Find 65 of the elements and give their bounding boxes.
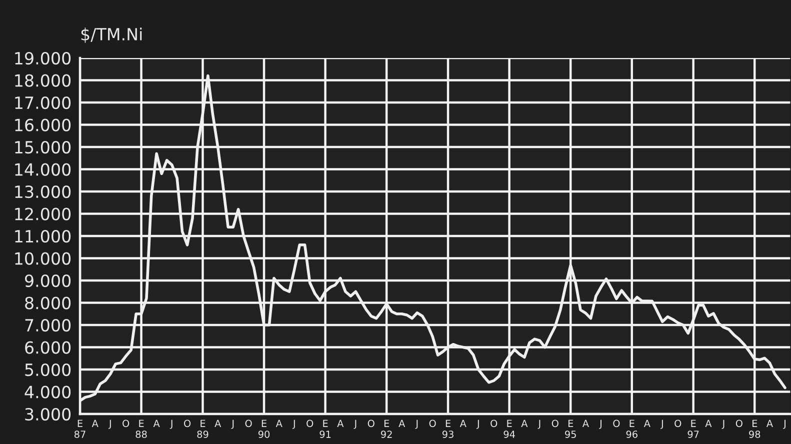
x-tick-label: O	[736, 420, 742, 428]
x-tick-label: A	[766, 420, 773, 427]
x-tick-label: A	[644, 420, 650, 427]
x-tick-label: J	[660, 420, 663, 429]
y-tick-label: 6.000	[25, 341, 71, 354]
x-tick-label: J	[783, 420, 786, 429]
y-tick-label: 18.000	[15, 74, 71, 87]
x-tick-label: O	[552, 420, 558, 428]
x-tick-label: O	[122, 420, 130, 428]
y-tick-label: 4.000	[24, 386, 71, 398]
x-tick-label: J	[538, 420, 540, 429]
x-tick-label: A	[337, 420, 344, 427]
x-tick-label: E 88	[136, 420, 147, 438]
x-tick-label: J	[722, 420, 724, 429]
y-tick-label: 19.000	[15, 52, 71, 65]
x-tick-label: E 91	[320, 420, 331, 438]
x-tick-label: O	[306, 420, 314, 428]
x-tick-label: O	[613, 420, 620, 428]
x-tick-label: E 97	[688, 420, 699, 438]
x-tick-label: J	[292, 420, 295, 429]
x-tick-label: E 94	[504, 420, 515, 438]
x-tick-label: A	[521, 420, 528, 427]
x-tick-label: E 93	[442, 420, 454, 438]
y-tick-label: 11.000	[15, 230, 71, 243]
y-tick-label: 7.000	[25, 318, 71, 332]
y-tick-label: 9.000	[25, 274, 71, 288]
x-tick-label: A	[276, 420, 282, 427]
x-tick-label: O	[368, 420, 374, 428]
x-tick-label: A	[92, 420, 98, 427]
x-tick-label: O	[429, 420, 436, 428]
x-tick-label: O	[490, 420, 498, 428]
y-tick-label: 12.000	[15, 208, 71, 220]
x-tick-label: O	[184, 420, 191, 428]
x-tick-label: J	[170, 420, 172, 429]
y-axis-title: $/TM.Ni	[81, 28, 142, 43]
x-tick-label: E 92	[381, 420, 392, 438]
x-tick-label: O	[674, 420, 682, 428]
x-tick-label: E 95	[565, 420, 576, 438]
y-tick-label: 3.000	[25, 408, 71, 421]
x-tick-label: A	[214, 420, 222, 427]
x-tick-label: J	[415, 420, 418, 429]
x-tick-label: J	[231, 420, 234, 429]
y-tick-label: 16.000	[15, 118, 71, 132]
x-tick-label: J	[108, 420, 111, 429]
y-tick-label: 10.000	[15, 252, 71, 265]
x-tick-label: E 90	[258, 420, 270, 438]
x-tick-label: J	[476, 420, 479, 429]
x-tick-label: J	[354, 420, 356, 429]
x-tick-label: A	[153, 420, 160, 427]
y-tick-label: 15.000	[15, 140, 71, 154]
x-tick-label: O	[245, 420, 252, 428]
y-tick-label: 5.000	[25, 363, 71, 376]
x-tick-label: A	[398, 420, 406, 427]
y-tick-label: 13.000	[15, 185, 71, 198]
y-tick-label: 8.000	[25, 296, 71, 310]
x-tick-label: A	[705, 420, 712, 427]
x-tick-label: A	[582, 420, 589, 427]
x-tick-label: E 89	[197, 420, 208, 438]
x-tick-label: J	[599, 420, 602, 429]
x-tick-label: E 98	[749, 420, 760, 438]
x-tick-label: E 87	[74, 420, 86, 438]
x-tick-label: E 96	[626, 420, 638, 438]
y-tick-label: 14.000	[15, 163, 71, 176]
y-tick-label: 17.000	[15, 96, 71, 110]
x-tick-label: A	[460, 420, 466, 427]
